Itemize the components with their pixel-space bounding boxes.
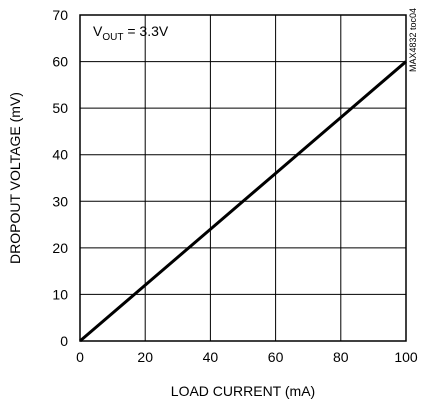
tick-labels: 0 20 40 60 80 100 0 10 20 30 40 50 60 70 bbox=[52, 7, 417, 365]
y-axis-title: DROPOUT VOLTAGE (mV) bbox=[7, 92, 23, 264]
series-layer bbox=[79, 60, 407, 343]
x-tick-label: 40 bbox=[203, 349, 219, 365]
y-tick-label: 40 bbox=[52, 147, 68, 163]
x-tick-label: 20 bbox=[137, 349, 153, 365]
vout-annotation-v: V bbox=[93, 23, 103, 39]
y-tick-label: 50 bbox=[52, 100, 68, 116]
vout-annotation-subscript: OUT bbox=[102, 32, 123, 43]
x-tick-label: 0 bbox=[76, 349, 84, 365]
y-tick-label: 20 bbox=[52, 240, 68, 256]
x-tick-label: 100 bbox=[394, 349, 418, 365]
plot-frame bbox=[79, 14, 407, 342]
vout-annotation: VOUT = 3.3V bbox=[93, 23, 169, 43]
y-tick-label: 60 bbox=[52, 54, 68, 70]
y-tick-label: 10 bbox=[52, 286, 68, 302]
x-tick-label: 80 bbox=[333, 349, 349, 365]
x-axis-title: LOAD CURRENT (mA) bbox=[171, 383, 315, 399]
y-tick-label: 70 bbox=[52, 7, 68, 23]
x-tick-label: 60 bbox=[268, 349, 284, 365]
figure-id-watermark: MAX4832 toc04 bbox=[408, 8, 418, 72]
y-tick-label: 30 bbox=[52, 193, 68, 209]
y-tick-label: 0 bbox=[60, 333, 68, 349]
vout-annotation-value: = 3.3V bbox=[123, 23, 168, 39]
series-line bbox=[79, 60, 407, 343]
grid-lines bbox=[79, 14, 407, 342]
